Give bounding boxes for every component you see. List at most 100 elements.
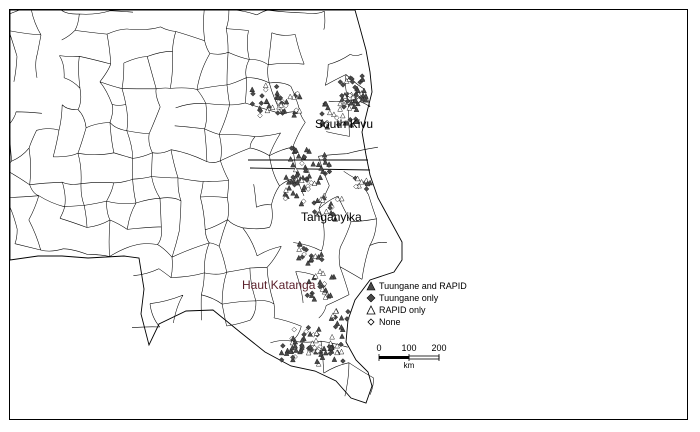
- tuungane-and-rapid-site-icon: [294, 171, 300, 178]
- tuungane-only-site-icon: [291, 182, 298, 188]
- rapid-only-site-icon: [309, 340, 316, 346]
- no-program-site-icon: [308, 180, 315, 186]
- scale-bar: 0 100 200 km: [376, 343, 446, 373]
- tuungane-only-site-icon: [353, 92, 360, 99]
- no-program-site-icon: [263, 87, 269, 93]
- no-program-site-icon: [257, 112, 263, 119]
- tuungane-only-site-icon: [335, 121, 342, 128]
- tuungane-and-rapid-site-icon: [283, 98, 290, 105]
- tuungane-only-site-icon: [259, 93, 265, 99]
- tuungane-and-rapid-site-icon: [292, 342, 299, 349]
- rapid-only-site-icon: [334, 342, 340, 349]
- tuungane-and-rapid-site-icon: [280, 108, 286, 115]
- tuungane-and-rapid-site-icon: [324, 123, 331, 130]
- tuungane-and-rapid-site-icon: [327, 292, 334, 298]
- tuungane-only-site-icon: [344, 98, 351, 104]
- rapid-only-site-icon: [323, 208, 330, 215]
- tuungane-and-rapid-site-icon: [290, 189, 296, 196]
- tuungane-only-site-icon: [250, 90, 256, 97]
- tuungane-only-site-icon: [275, 110, 281, 116]
- tuungane-and-rapid-site-icon: [299, 336, 306, 343]
- tuungane-only-site-icon: [327, 205, 333, 211]
- region-label-tanganyika: Tanganyika: [301, 210, 362, 224]
- legend-item: RAPID only: [366, 304, 467, 316]
- tuungane-and-rapid-site-icon: [317, 174, 324, 180]
- no-program-site-icon: [314, 348, 321, 354]
- legend-item: Tuungane and RAPID: [366, 280, 467, 292]
- map-frame: South Kivu Tanganyika Haut Katanga Tuung…: [9, 9, 688, 420]
- legend-item: None: [366, 316, 467, 328]
- tuungane-and-rapid-site-icon: [303, 146, 310, 153]
- tuungane-and-rapid-site-icon: [361, 87, 367, 94]
- tuungane-and-rapid-site-icon: [286, 184, 292, 191]
- scale-tick-label: 100: [401, 343, 417, 353]
- rapid-only-site-icon: [350, 94, 356, 100]
- tuungane-and-rapid-site-icon: [310, 160, 317, 167]
- tuungane-only-site-icon: [317, 283, 323, 290]
- scale-tick-label: 0: [376, 343, 382, 353]
- rapid-only-site-icon: [312, 253, 319, 259]
- rapid-only-site-icon: [283, 187, 289, 193]
- rapid-only-site-icon: [262, 82, 269, 88]
- tuungane-only-site-icon: [301, 154, 308, 160]
- tuungane-and-rapid-site-icon: [249, 86, 256, 92]
- rapid-only-site-icon: [278, 102, 284, 108]
- no-program-site-icon: [303, 328, 309, 335]
- tuungane-and-rapid-site-icon: [314, 358, 320, 364]
- tuungane-and-rapid-site-icon: [325, 104, 331, 111]
- tuungane-only-site-icon: [352, 116, 359, 122]
- tuungane-and-rapid-site-icon: [359, 76, 366, 82]
- tuungane-and-rapid-site-icon: [306, 278, 312, 285]
- region-label-south-kivu: South Kivu: [315, 117, 374, 131]
- tuungane-and-rapid-site-icon: [319, 118, 325, 125]
- tuungane-and-rapid-site-icon: [289, 344, 296, 351]
- tuungane-and-rapid-site-icon: [296, 254, 302, 261]
- rapid-only-site-icon: [264, 107, 271, 114]
- tuungane-and-rapid-site-icon: [322, 349, 329, 356]
- tuungane-and-rapid-site-icon: [322, 159, 329, 165]
- tuungane-and-rapid-site-icon: [305, 260, 311, 266]
- rapid-only-site-icon: [342, 93, 348, 99]
- tuungane-and-rapid-site-icon: [296, 240, 303, 247]
- rapid-only-site-icon: [320, 270, 326, 276]
- tuungane-and-rapid-site-icon: [290, 335, 297, 341]
- region-label-haut-katanga: Haut Katanga: [242, 278, 316, 292]
- rapid-only-site-icon: [333, 308, 339, 314]
- tuungane-only-site-icon: [301, 331, 307, 338]
- rapid-only-site-icon: [338, 348, 345, 355]
- no-program-site-icon: [291, 326, 297, 333]
- legend-label: RAPID only: [379, 305, 426, 315]
- tuungane-and-rapid-site-icon: [319, 354, 326, 360]
- no-program-site-icon: [283, 102, 289, 109]
- tuungane-and-rapid-site-icon: [278, 349, 285, 356]
- tuungane-and-rapid-site-icon: [315, 178, 322, 185]
- tuungane-only-site-icon: [337, 79, 344, 85]
- rapid-only-site-icon: [298, 177, 305, 184]
- rapid-only-site-icon: [337, 100, 343, 107]
- tuungane-only-site-icon: [307, 344, 313, 351]
- tuungane-and-rapid-site-icon: [331, 356, 338, 362]
- tuungane-only-site-icon: [304, 292, 311, 299]
- rapid-only-site-icon: [330, 312, 336, 318]
- no-program-site-icon: [301, 251, 307, 257]
- province-boundary: [249, 167, 371, 171]
- tuungane-and-rapid-site-icon: [295, 152, 302, 159]
- no-program-site-icon: [294, 90, 301, 97]
- rapid-only-site-icon: [287, 93, 293, 100]
- tuungane-and-rapid-site-icon: [301, 183, 308, 190]
- tuungane-and-rapid-site-icon: [316, 326, 322, 332]
- rapid-only-site-icon: [312, 272, 319, 279]
- tuungane-and-rapid-site-icon: [290, 161, 296, 168]
- tuungane-and-rapid-site-icon: [328, 344, 335, 351]
- tuungane-only-site-icon: [349, 79, 356, 85]
- tuungane-and-rapid-site-icon: [320, 168, 326, 174]
- scale-tick-label: 200: [431, 343, 447, 353]
- tuungane-and-rapid-site-icon: [308, 255, 315, 262]
- tuungane-only-site-icon: [344, 316, 350, 322]
- tuungane-and-rapid-site-icon: [344, 119, 350, 126]
- tuungane-and-rapid-site-icon: [328, 315, 335, 321]
- territory-boundaries: [10, 10, 387, 397]
- tuungane-only-site-icon: [338, 341, 344, 348]
- tuungane-and-rapid-site-icon: [286, 179, 292, 185]
- tuungane-and-rapid-site-icon: [283, 350, 290, 356]
